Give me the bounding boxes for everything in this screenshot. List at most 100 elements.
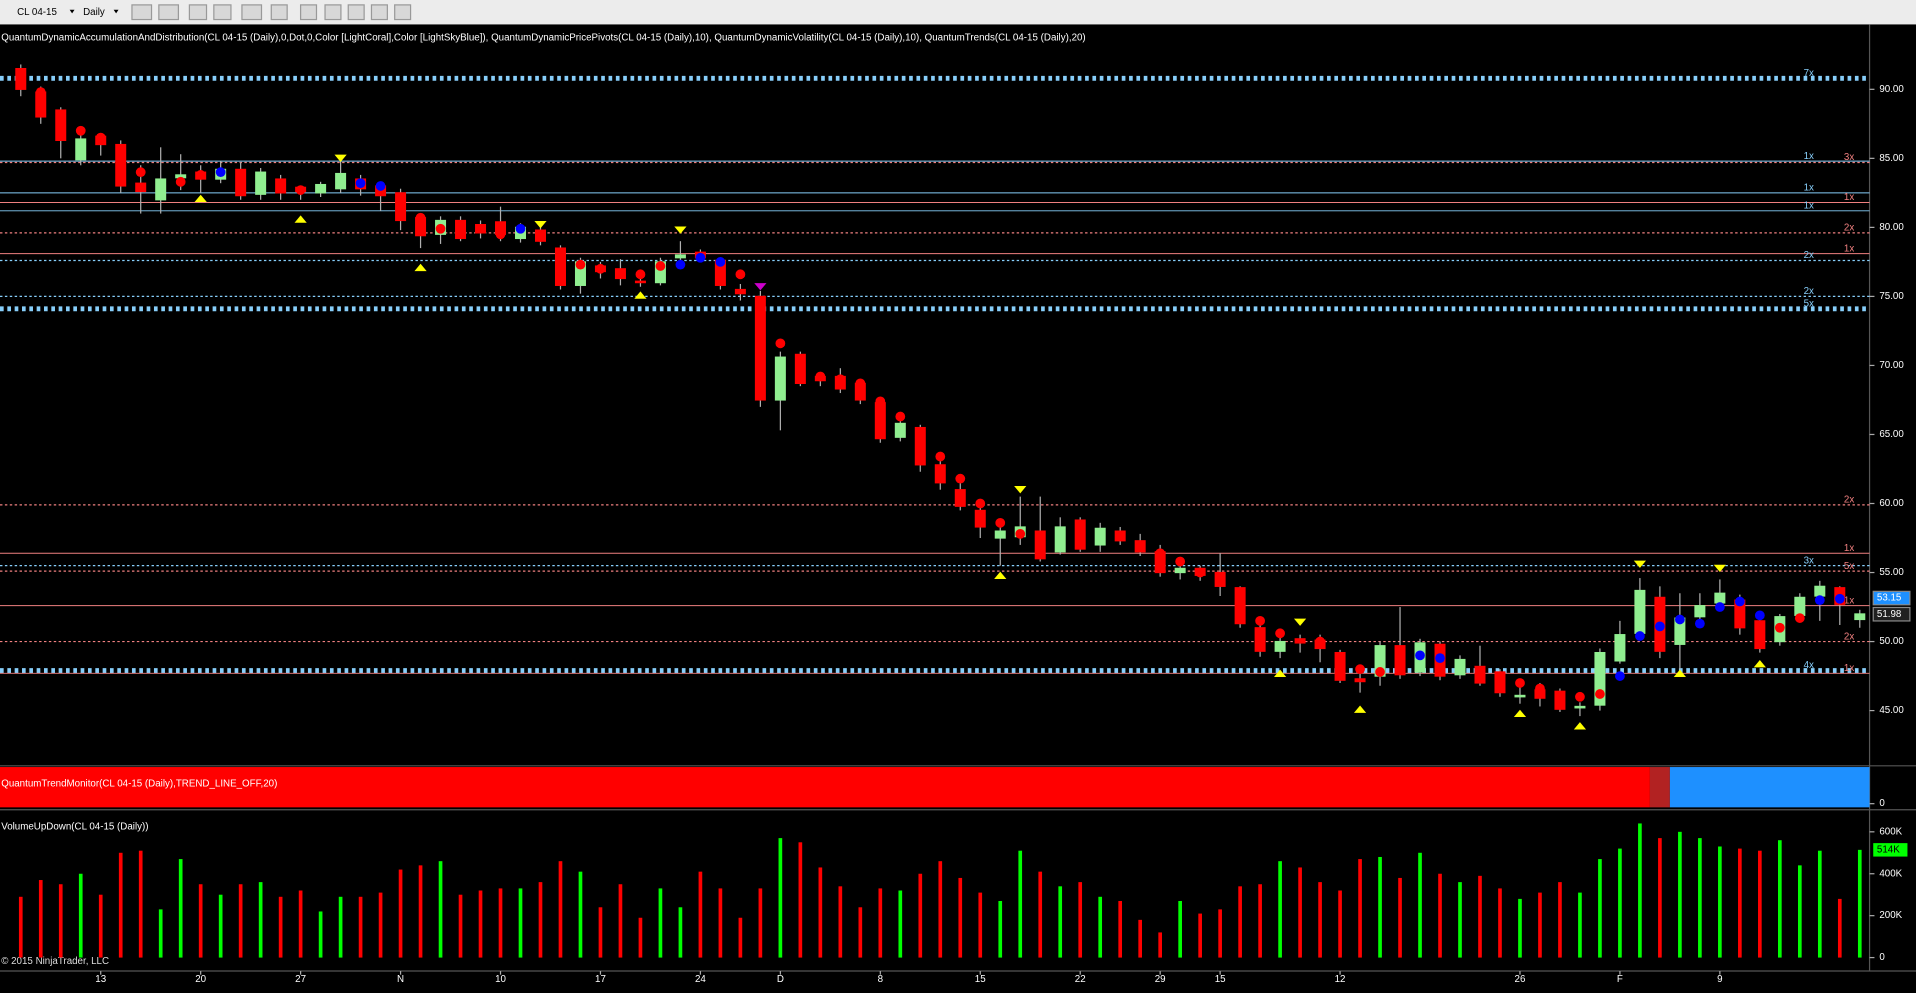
candle-body	[75, 138, 87, 161]
pivot-dot	[1575, 691, 1585, 702]
volume-bar	[1058, 886, 1063, 958]
candle-body	[1274, 640, 1286, 652]
y-tick-label: 80.00	[1879, 222, 1904, 233]
volume-bar	[358, 896, 363, 958]
signal-marker	[1273, 669, 1287, 677]
volume-bar	[498, 888, 503, 958]
signal-marker	[1753, 659, 1766, 668]
volume-bar	[598, 907, 603, 958]
volume-bar	[1758, 850, 1762, 958]
y-tick-label: 85.00	[1879, 153, 1904, 164]
pivot-dot	[1075, 526, 1086, 536]
pivot-dot	[935, 451, 946, 462]
pivot-dot	[355, 178, 366, 189]
price-tag-label: 51.98	[1877, 609, 1901, 620]
x-tick-label: 29	[1155, 974, 1166, 985]
pivot-dot	[695, 252, 706, 263]
trend-monitor-title: QuantumTrendMonitor(CL 04-15 (Daily),TRE…	[1, 779, 277, 790]
pivot-label: 2x	[1804, 286, 1814, 297]
pivot-dot	[35, 87, 46, 97]
interval-selector[interactable]: Daily	[83, 7, 105, 18]
volume-bar	[378, 892, 383, 958]
indicator-button[interactable]	[299, 4, 318, 21]
volume-bar	[898, 890, 903, 958]
zoom-button[interactable]	[270, 4, 288, 21]
volume-bar	[1478, 875, 1482, 958]
candle-body	[1094, 527, 1106, 546]
x-tick-label: 15	[975, 974, 986, 985]
candle-body	[974, 509, 986, 528]
volume-bar	[958, 877, 963, 958]
bar-type-button[interactable]	[131, 4, 153, 21]
candle-body	[455, 219, 467, 240]
properties-button[interactable]	[347, 4, 365, 21]
signal-marker	[1513, 709, 1527, 718]
volume-bar	[1418, 852, 1422, 958]
volume-bar	[398, 869, 403, 958]
volume-bar	[1258, 884, 1262, 958]
candle-body	[1394, 645, 1406, 676]
cursor-button[interactable]	[241, 4, 263, 21]
pivot-label: 2x	[1844, 223, 1854, 234]
volume-bar	[838, 886, 843, 958]
signal-marker	[1573, 722, 1587, 730]
pivot-dot	[1754, 610, 1765, 621]
pivot-dot	[1734, 596, 1745, 607]
pivot-dot	[1794, 613, 1805, 623]
pivot-label: 1x	[1844, 663, 1854, 674]
pivot-dot	[875, 396, 886, 407]
volume-title: VolumeUpDown(CL 04-15 (Daily))	[1, 821, 148, 832]
pivot-label: 1x	[1844, 243, 1854, 254]
candle-body	[1214, 571, 1226, 587]
volume-bar	[1278, 861, 1282, 958]
pivot-dot	[1175, 556, 1186, 567]
y-tick-label: 200K	[1879, 910, 1902, 921]
volume-bar	[418, 865, 423, 958]
pivot-dot	[215, 167, 226, 178]
volume-bar	[998, 900, 1003, 958]
volume-bar	[318, 911, 323, 958]
strategy-button[interactable]	[324, 4, 342, 21]
volume-bar	[458, 894, 463, 958]
volume-bar	[1638, 823, 1642, 958]
pivot-label: 3x	[1804, 555, 1814, 566]
y-tick-label: 0	[1879, 952, 1885, 963]
draw-button[interactable]	[158, 4, 180, 21]
candle-body	[1754, 620, 1766, 650]
candle-body	[914, 426, 926, 466]
volume-bar	[1138, 919, 1143, 958]
y-tick-label: 75.00	[1879, 291, 1904, 302]
volume-bar	[698, 871, 703, 958]
volume-bar	[758, 888, 763, 958]
candle-body	[1614, 634, 1626, 662]
candle-body	[1574, 705, 1586, 709]
volume-bar	[578, 871, 583, 958]
data-box-button[interactable]	[394, 4, 412, 21]
x-tick-label: 12	[1335, 974, 1346, 985]
candle-body	[235, 168, 247, 197]
pivot-dot	[715, 257, 726, 267]
tool-button[interactable]	[213, 4, 232, 21]
candle-body	[1054, 526, 1066, 553]
pivot-dot	[1355, 664, 1365, 675]
candle-body	[874, 402, 886, 440]
dropdown-arrow[interactable]	[113, 9, 119, 14]
pivot-dot	[1315, 636, 1325, 647]
pivot-dot	[435, 223, 446, 234]
order-button[interactable]	[370, 4, 388, 21]
signal-marker	[674, 226, 687, 234]
y-tick-label: 70.00	[1879, 360, 1904, 371]
volume-bar	[118, 852, 123, 958]
volume-bar	[938, 861, 943, 958]
candle-body	[1594, 651, 1606, 706]
volume-bar	[478, 890, 483, 958]
signal-marker	[1353, 705, 1367, 713]
instrument-selector[interactable]: CL 04-15	[17, 7, 57, 18]
candle-body	[1714, 592, 1726, 604]
volume-bar	[338, 896, 343, 958]
volume-bar	[918, 873, 923, 958]
tool-button[interactable]	[188, 4, 208, 21]
dropdown-arrow[interactable]	[69, 9, 75, 14]
volume-bar	[1678, 831, 1682, 958]
pivot-dot	[675, 259, 686, 270]
